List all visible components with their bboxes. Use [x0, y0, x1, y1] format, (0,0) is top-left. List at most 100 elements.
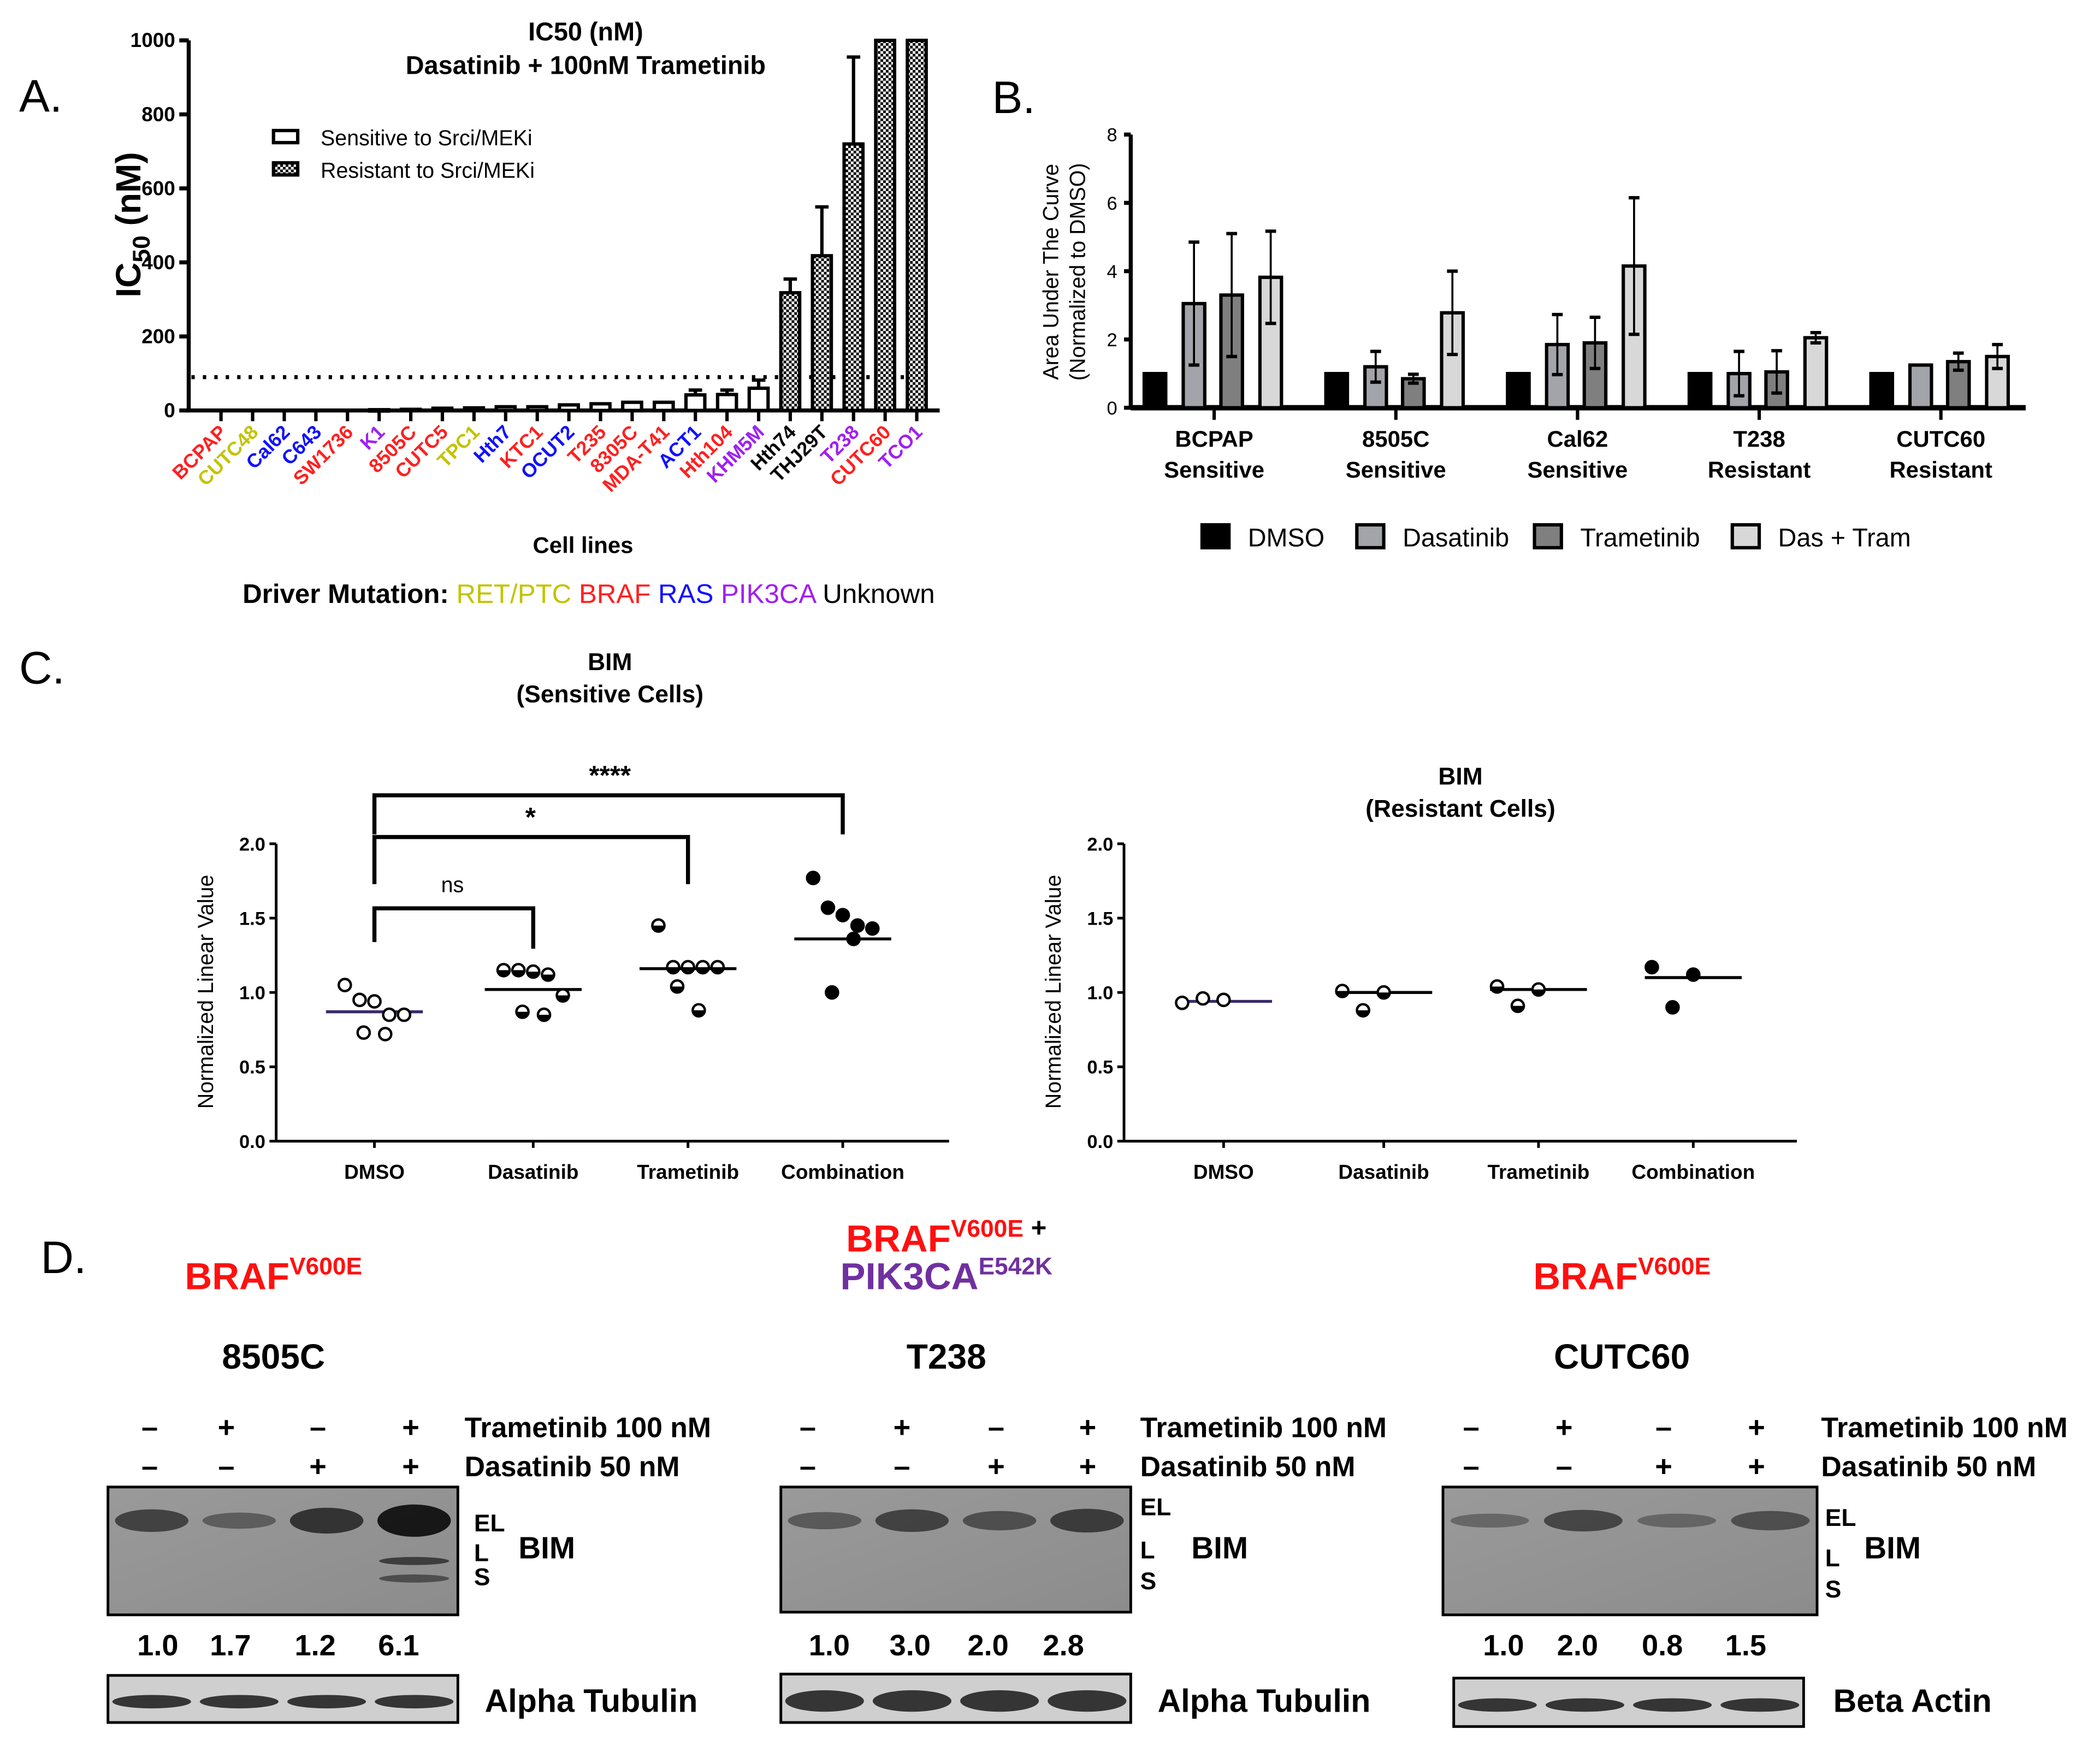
dasatinib-sign: +	[1748, 1450, 1765, 1483]
mutation-variant: E542K	[978, 1253, 1052, 1280]
bim-el-band	[1450, 1513, 1529, 1528]
significance-label: ns	[441, 873, 464, 897]
group-label: CUTC60	[1896, 426, 1985, 452]
bar-KTC1	[526, 405, 549, 412]
band-quantification: 2.8	[1043, 1629, 1084, 1662]
y-tick-label: 600	[141, 177, 175, 199]
panel-label-b: B.	[992, 72, 1036, 123]
data-point	[825, 985, 839, 1000]
mutation-label: BRAFV600E +	[846, 1212, 1046, 1259]
x-tick-label: Combination	[1631, 1161, 1755, 1183]
bim-el-band	[289, 1507, 364, 1534]
data-point	[1686, 967, 1701, 982]
trametinib-label: Trametinib 100 nM	[1140, 1412, 1387, 1443]
y-tick-label: 1.5	[239, 908, 265, 929]
band-quantification: 1.2	[294, 1629, 335, 1662]
chart-title: IC50 (nM)	[528, 17, 643, 46]
y-tick-label: 200	[141, 325, 175, 347]
dasatinib-sign: +	[987, 1450, 1005, 1483]
loading-control-label: Alpha Tubulin	[485, 1682, 698, 1719]
isoform-label: S	[474, 1564, 490, 1591]
bar-Hth7	[494, 405, 517, 412]
data-point-half-fill	[1357, 1010, 1369, 1016]
data-point	[820, 900, 836, 915]
data-point	[835, 908, 850, 922]
group-sublabel: Resistant	[1708, 457, 1811, 483]
data-point	[846, 931, 861, 946]
blot-t238: BRAFV600E +PIK3CAE542KT238––+––+++Tramet…	[779, 1212, 1387, 1724]
loading-band	[872, 1690, 952, 1712]
legend-swatch	[1200, 523, 1231, 549]
cell-line-title: CUTC60	[1554, 1337, 1690, 1376]
blot-8505c: BRAFV600E 8505C – – + – – + + + Trametinib 100 nM D…	[107, 1253, 711, 1724]
data-point	[1175, 995, 1190, 1010]
data-point-half-fill	[512, 970, 525, 976]
bar-dasatinib	[1908, 363, 1933, 410]
legend-label: DMSO	[1248, 523, 1324, 552]
y-tick-label: 1.5	[1087, 908, 1113, 929]
significance-bracket	[372, 906, 536, 949]
bar-das-tram	[1803, 336, 1829, 410]
data-point-half-fill	[696, 967, 709, 974]
driver-legend-item: RAS	[658, 579, 721, 609]
bim-blot-image	[779, 1485, 1132, 1614]
significance-bracket	[372, 835, 690, 884]
loading-band	[1720, 1698, 1800, 1712]
data-point	[1216, 992, 1231, 1008]
trametinib-sign: –	[800, 1411, 816, 1444]
driver-legend-item: RET/PTC	[456, 579, 578, 609]
bar-KHM5M	[747, 386, 770, 412]
data-point-half-fill	[527, 972, 540, 978]
bar-OCUT2	[558, 403, 580, 412]
blot-cutc60: BRAFV600E CUTC60 – – + – – + + + Trametinib 100 nM…	[1441, 1253, 2068, 1728]
isoform-label: S	[1140, 1568, 1157, 1595]
group-label: Cal62	[1547, 426, 1608, 452]
y-axis-label: Area Under The Curve	[1039, 164, 1063, 380]
data-point	[367, 994, 382, 1009]
group-label: T238	[1733, 426, 1785, 452]
bar-CUTC5	[431, 406, 454, 412]
bim-el-band	[1731, 1511, 1810, 1531]
bar-T238	[842, 142, 865, 412]
y-tick-label: 800	[141, 103, 175, 126]
band-quantification: 2.0	[967, 1629, 1008, 1662]
dasatinib-label: Dasatinib 50 nM	[1140, 1451, 1356, 1482]
mutation-label: PIK3CAE542K	[840, 1253, 1052, 1297]
panel-label-c: C.	[19, 642, 65, 694]
loading-band	[1545, 1698, 1625, 1712]
data-point-half-fill	[1511, 1005, 1524, 1012]
y-tick-label: 0.5	[239, 1057, 265, 1078]
group-sublabel: Sensitive	[1164, 457, 1264, 483]
data-point-half-fill	[671, 986, 684, 993]
bar-dmso	[1324, 371, 1350, 410]
panel-label-d: D.	[40, 1232, 86, 1283]
data-point	[850, 918, 865, 933]
driver-legend-item: Unknown	[823, 579, 934, 609]
trametinib-sign: +	[1555, 1411, 1573, 1444]
loading-band	[199, 1695, 279, 1709]
bim-el-band	[788, 1512, 862, 1530]
x-axis-label: Cell lines	[533, 532, 634, 558]
mutation-gene: BRAF	[1533, 1256, 1638, 1298]
bar-CUTC60	[874, 38, 896, 412]
y-tick-label: 8	[1107, 125, 1117, 146]
data-point	[356, 1025, 371, 1040]
dasatinib-sign: –	[800, 1450, 816, 1483]
data-point-half-fill	[652, 925, 665, 932]
y-tick-label: 0	[1107, 398, 1117, 419]
dasatinib-sign: –	[1556, 1450, 1572, 1483]
bar-K1	[368, 408, 391, 413]
dasatinib-sign: +	[309, 1450, 327, 1483]
isoform-label: EL	[1140, 1494, 1172, 1521]
bar-dmso	[1869, 371, 1895, 410]
legend-swatch	[1730, 523, 1761, 549]
trametinib-sign: –	[310, 1411, 326, 1444]
bar-8305C	[621, 400, 643, 412]
data-point-half-fill	[667, 967, 679, 974]
band-quantification: 3.0	[890, 1629, 931, 1662]
x-tick-label: DMSO	[1193, 1161, 1254, 1183]
data-point	[1196, 991, 1210, 1006]
bim-blot-image	[1441, 1485, 1819, 1617]
